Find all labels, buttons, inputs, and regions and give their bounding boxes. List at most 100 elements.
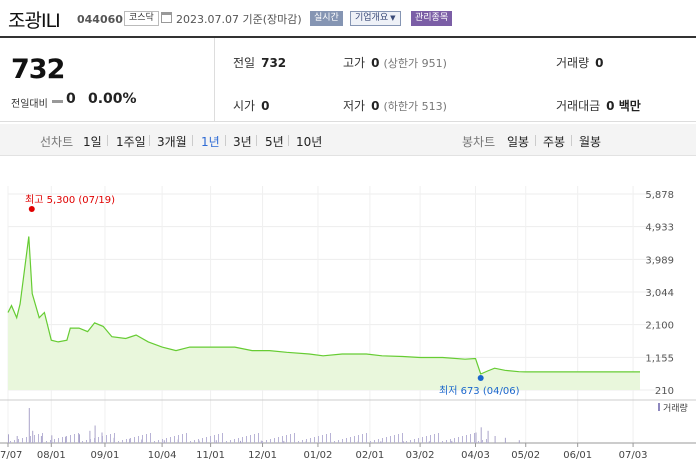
tab-period-10y[interactable]: 10년: [296, 135, 323, 149]
tab-divider: [149, 135, 150, 146]
price-summary: 732 전일대비 0 0.00% 전일 732 고가 0 (상한가 951) 거래량 0…: [0, 36, 696, 122]
volume-bar: [475, 432, 477, 443]
volume-bar: [86, 440, 87, 443]
tab-candle-monthly[interactable]: 월봉: [579, 135, 602, 149]
volume-bar: [89, 430, 91, 444]
volume-legend-swatch: [658, 403, 660, 411]
y-tick-label: 5,878: [645, 190, 674, 201]
volume-bar: [350, 437, 351, 443]
tab-period-1y[interactable]: 1년: [201, 135, 220, 149]
volume-bar: [342, 439, 343, 443]
tab-period-3m[interactable]: 3개월: [157, 135, 187, 149]
y-tick-label: 4,933: [645, 223, 674, 234]
candle-chart-label: 봉차트: [462, 135, 496, 149]
line-chart-label: 선차트: [40, 135, 74, 149]
volume-bar: [487, 430, 489, 444]
volume-bar: [163, 440, 165, 443]
volume-bar: [402, 441, 404, 444]
volume-value: 0: [595, 56, 604, 70]
volume-bar: [442, 441, 443, 443]
volume-bar: [382, 438, 383, 443]
volume-bar: [70, 435, 71, 443]
lower-limit: (하한가 513): [383, 100, 447, 113]
price-area-fill: [8, 236, 640, 390]
tab-period-1w[interactable]: 1주일: [116, 135, 146, 149]
volume-bar: [210, 436, 211, 443]
volume-bar: [446, 440, 447, 443]
tab-divider: [256, 135, 257, 146]
tab-period-5y[interactable]: 5년: [265, 135, 284, 149]
volume-bar: [418, 438, 419, 443]
volume-bar: [178, 435, 179, 443]
low-value: 0: [371, 99, 380, 113]
prev-close-stat: 전일 732: [233, 54, 286, 71]
volume-bar: [28, 408, 30, 443]
volume-bar: [150, 433, 151, 443]
company-overview-button[interactable]: 기업개요 ▼: [350, 11, 401, 26]
y-tick-label: 2,100: [645, 321, 674, 332]
volume-bar: [314, 437, 315, 443]
volume-bar: [438, 433, 439, 443]
x-tick-label: 09/01: [91, 450, 120, 461]
volume-bar: [246, 436, 247, 443]
tab-candle-weekly[interactable]: 주봉: [543, 135, 566, 149]
volume-bar: [370, 441, 371, 443]
volume-bar: [518, 440, 520, 443]
tab-divider: [225, 135, 226, 146]
prev-close-label: 전일: [233, 56, 256, 70]
stock-name: 조광ILI: [8, 10, 61, 32]
volume-bar: [54, 439, 55, 443]
high-value: 0: [371, 56, 380, 70]
calendar-icon: [161, 12, 172, 23]
volume-bar: [414, 439, 415, 443]
volume-bar: [240, 440, 241, 443]
x-tick-label: 02/01: [355, 450, 384, 461]
volume-bar: [474, 433, 475, 443]
base-date: 2023.07.07 기준(장마감): [176, 13, 302, 26]
volume-bar: [242, 437, 243, 443]
volume-bar: [274, 438, 275, 443]
open-value: 0: [261, 99, 270, 113]
price-chart-svg: 5,878 4,933 3,989 3,044 2,100 1,155 210 07/07 08…: [0, 186, 696, 461]
stock-code: 044060: [77, 13, 123, 26]
managed-stock-badge[interactable]: 관리종목: [411, 11, 453, 26]
volume-bar: [450, 439, 451, 443]
volume-bar: [338, 440, 339, 443]
volume-bar: [380, 441, 382, 444]
volume-bar: [234, 439, 235, 443]
volume-bar: [14, 440, 15, 443]
volume-bar: [90, 439, 91, 443]
volume-bar: [290, 434, 291, 443]
volume-bar: [466, 435, 467, 443]
volume-bar: [46, 441, 47, 443]
volume-bar: [138, 436, 139, 443]
tab-period-1d[interactable]: 1일: [83, 135, 102, 149]
price-chart[interactable]: 5,878 4,933 3,989 3,044 2,100 1,155 210 07/07 08…: [0, 156, 696, 473]
volume-bar: [129, 438, 131, 443]
volume-bar: [222, 433, 223, 443]
realtime-button[interactable]: 실시간: [310, 11, 343, 26]
tab-period-3y[interactable]: 3년: [233, 135, 252, 149]
x-tick-label: 03/02: [406, 450, 435, 461]
volume-bar: [78, 433, 79, 443]
volume-bar: [26, 437, 27, 443]
min-point-marker: [477, 374, 484, 381]
volume-bar: [202, 438, 203, 443]
open-stat: 시가 0: [233, 97, 269, 114]
chart-period-tabs: 선차트 1일 1주일 3개월 1년 3년 5년 10년 봉차트 일봉 주봉 월봉: [0, 124, 696, 156]
change-rate: 0.00%: [88, 91, 137, 107]
volume-bar: [134, 437, 135, 443]
volume-bar: [478, 441, 479, 443]
volume-bar: [326, 434, 327, 443]
volume-bar: [162, 439, 163, 443]
low-stat: 저가 0 (하한가 513): [343, 97, 447, 114]
tab-divider: [535, 135, 536, 146]
volume-bar: [451, 440, 453, 443]
tab-candle-daily[interactable]: 일봉: [507, 135, 530, 149]
x-tick-label: 11/01: [196, 450, 225, 461]
volume-bar: [206, 437, 207, 443]
amount-label: 거래대금: [556, 99, 601, 113]
volume-bar: [182, 434, 183, 443]
volume-bar: [362, 434, 363, 443]
volume-bar: [504, 437, 506, 444]
